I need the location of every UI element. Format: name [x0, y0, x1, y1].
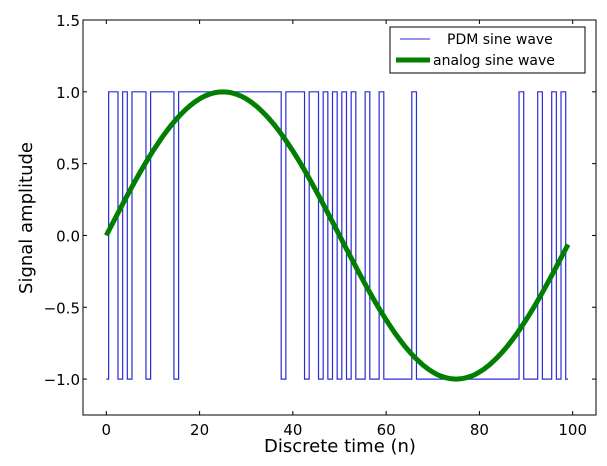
x-tick-label: 60	[377, 421, 396, 439]
plot-area	[104, 89, 571, 382]
legend-label-analog: analog sine wave	[433, 53, 555, 69]
y-tick-label: 1.5	[56, 12, 80, 30]
x-tick-label: 20	[190, 421, 209, 439]
analog-sine-wave-line	[104, 89, 571, 382]
legend-box	[389, 26, 586, 74]
y-tick-label: −0.5	[44, 299, 80, 317]
y-tick-label: −1.0	[44, 371, 80, 389]
x-axis-label: Discrete time (n)	[264, 436, 416, 457]
y-tick-label: 1.0	[56, 84, 80, 102]
x-tick-label: 100	[558, 421, 587, 439]
pdm-sine-wave-line	[106, 91, 569, 380]
legend: PDM sine wave analog sine wave	[389, 26, 586, 74]
y-tick-label: 0.5	[56, 156, 80, 174]
x-tick-label: 80	[470, 421, 489, 439]
y-axis-label: Signal amplitude	[16, 142, 37, 294]
y-tick-label: 0.0	[56, 227, 80, 245]
legend-label-pdm: PDM sine wave	[447, 32, 553, 48]
axis-ticks: 0 20 40 60 80 100 1.5 1.0 0.5 0.0 −0.5 −1.0	[44, 12, 596, 439]
axes-frame	[82, 19, 597, 416]
x-tick-label: 40	[283, 421, 302, 439]
x-tick-label: 0	[102, 421, 112, 439]
